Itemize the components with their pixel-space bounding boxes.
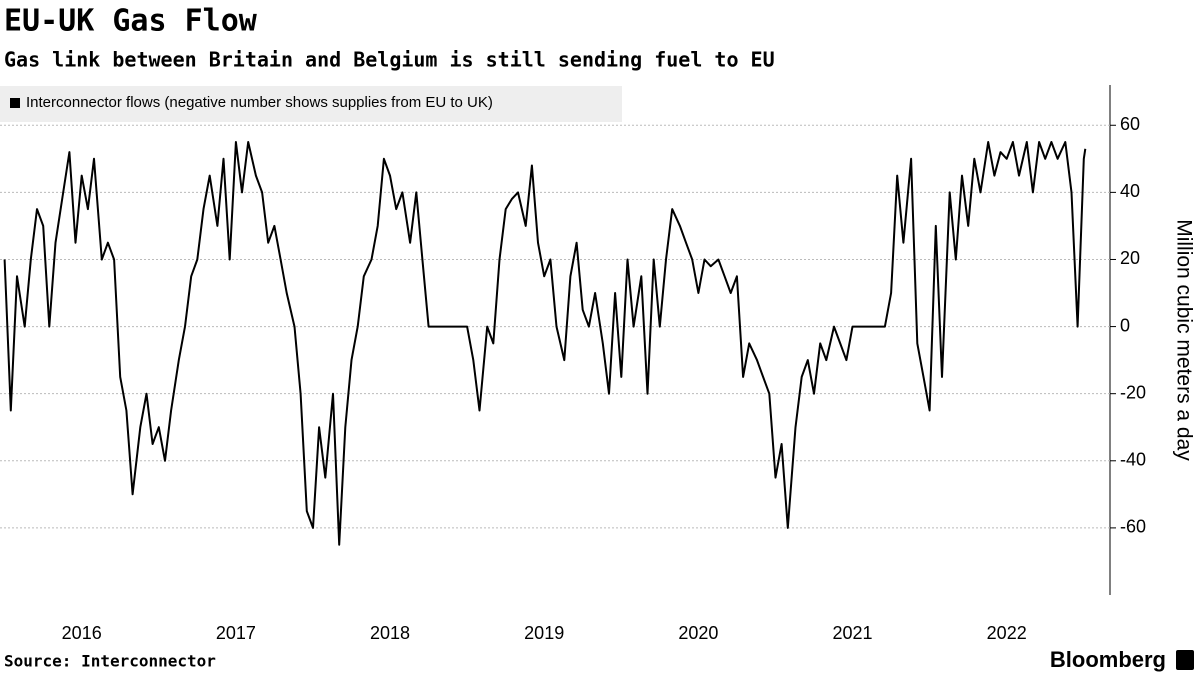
- legend-swatch: [10, 98, 20, 108]
- y-tick-label: 40: [1120, 181, 1140, 201]
- x-tick-label: 2019: [524, 623, 564, 643]
- chart-title: EU-UK Gas Flow: [4, 4, 258, 39]
- y-tick-label: -60: [1120, 517, 1146, 537]
- x-tick-label: 2020: [678, 623, 718, 643]
- x-tick-label: 2018: [370, 623, 410, 643]
- y-tick-label: -20: [1120, 382, 1146, 402]
- legend-label: Interconnector flows (negative number sh…: [26, 94, 493, 111]
- legend-box: [0, 86, 622, 122]
- x-tick-label: 2016: [62, 623, 102, 643]
- y-tick-label: 20: [1120, 248, 1140, 268]
- y-tick-label: 60: [1120, 114, 1140, 134]
- x-tick-label: 2017: [216, 623, 256, 643]
- brand-icon: [1176, 650, 1194, 670]
- brand: Bloomberg: [1050, 647, 1166, 672]
- y-tick-label: -40: [1120, 450, 1146, 470]
- x-tick-label: 2021: [833, 623, 873, 643]
- series-line: [3, 141, 1087, 546]
- chart-subtitle: Gas link between Britain and Belgium is …: [4, 48, 775, 72]
- x-tick-label: 2022: [987, 623, 1027, 643]
- y-axis-label: Million cubic meters a day: [1172, 219, 1195, 461]
- source: Source: Interconnector: [4, 652, 216, 671]
- y-tick-label: 0: [1120, 315, 1130, 335]
